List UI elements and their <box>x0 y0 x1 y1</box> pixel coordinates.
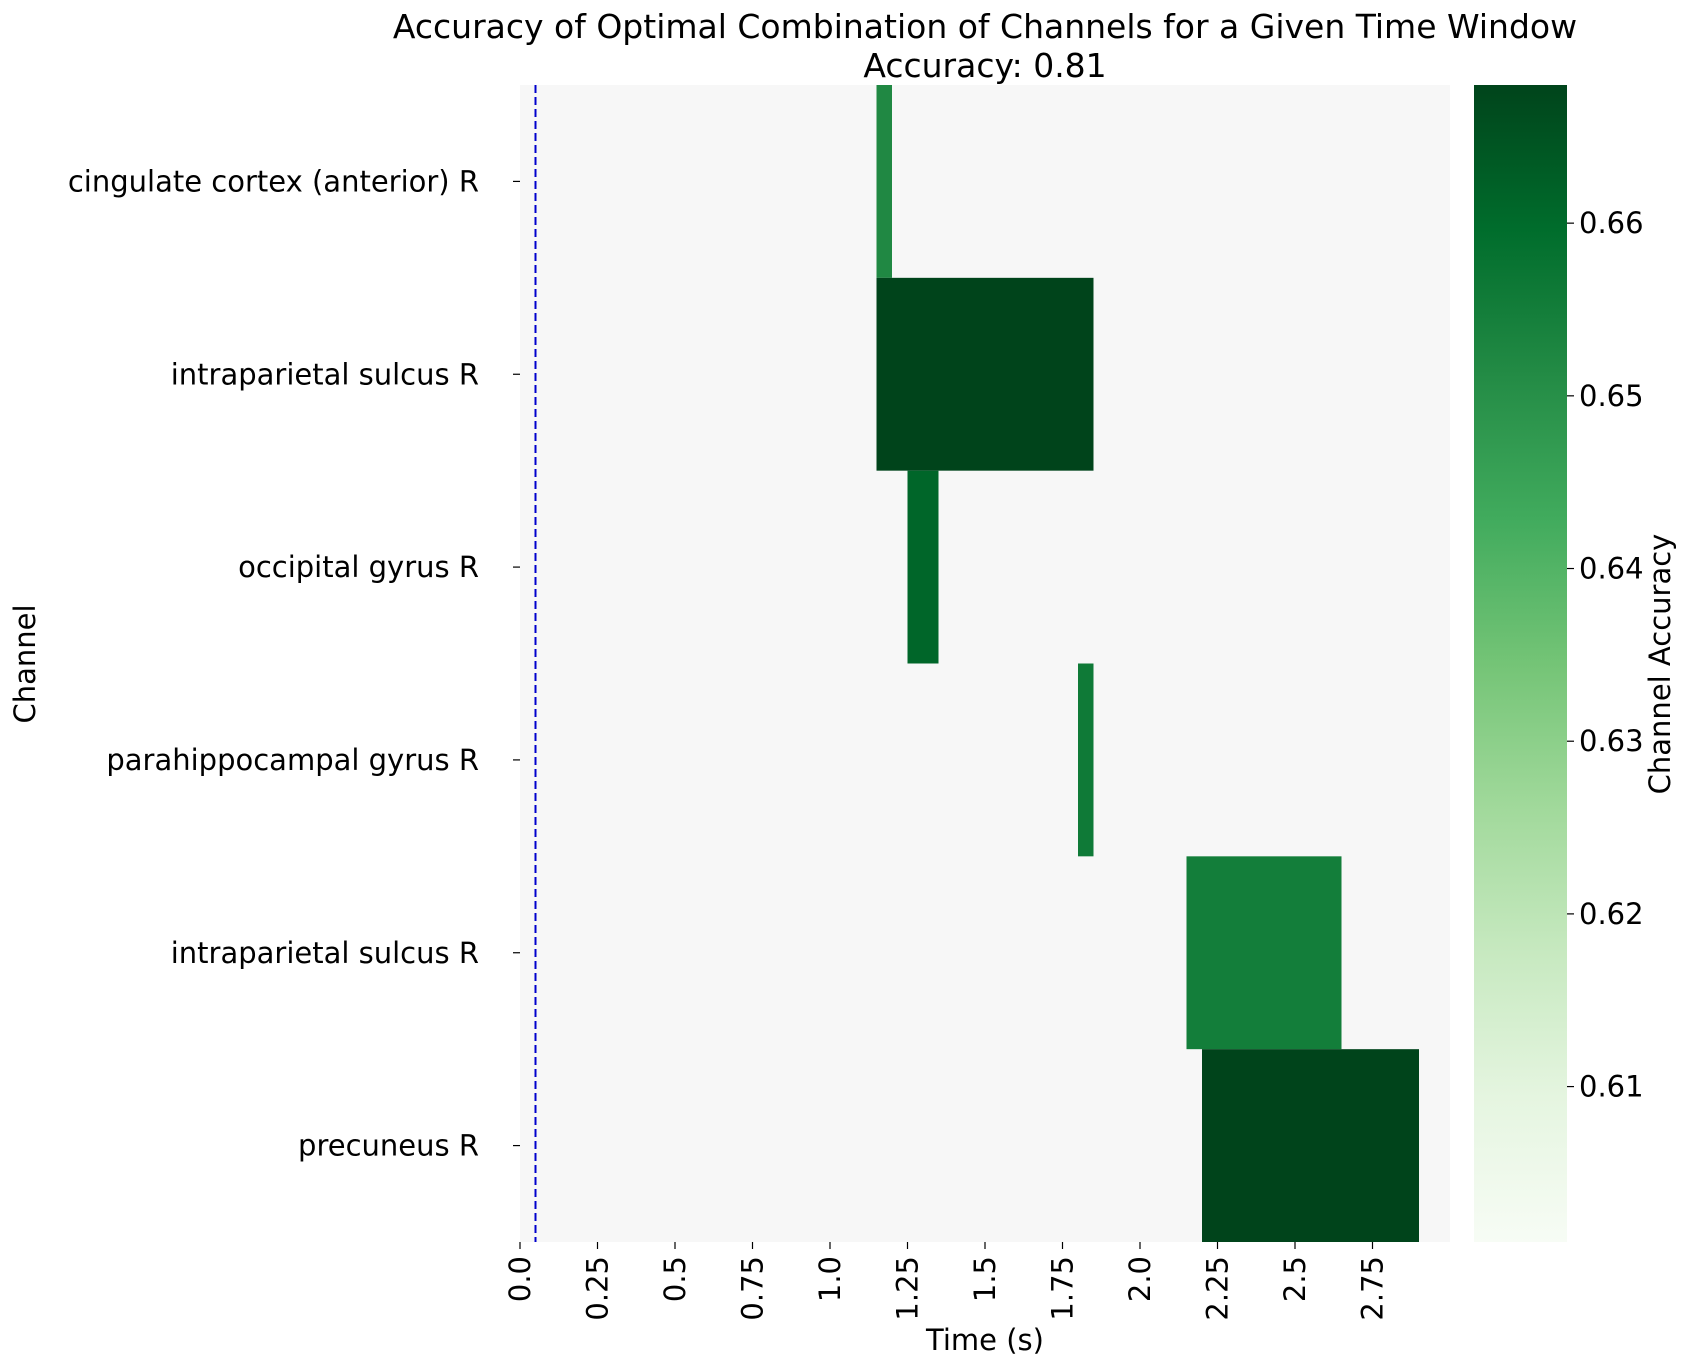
x-tick-label: 0.75 <box>736 1256 770 1321</box>
x-tick-label: 2.5 <box>1278 1256 1312 1302</box>
x-tick-label: 0.0 <box>503 1256 537 1302</box>
y-tick-label: parahippocampal gyrus R <box>106 743 479 777</box>
colorbar-label: Channel Accuracy <box>1643 534 1677 795</box>
colorbar-tick-label: 0.64 <box>1579 552 1644 586</box>
y-axis-label: Channel <box>8 604 42 723</box>
heatmap-cell <box>1078 663 1094 857</box>
x-tick-label: 1.25 <box>891 1256 925 1321</box>
x-axis-label: Time (s) <box>925 1323 1044 1357</box>
colorbar-tick-label: 0.66 <box>1579 206 1644 240</box>
colorbar-tick-label: 0.63 <box>1579 724 1644 758</box>
colorbar <box>1474 85 1567 1242</box>
colorbar-tick-label: 0.65 <box>1579 379 1644 413</box>
chart-title: Accuracy of Optimal Combination of Chann… <box>393 7 1577 46</box>
x-tick-label: 2.25 <box>1201 1256 1235 1321</box>
heatmap-cell <box>1202 1049 1419 1242</box>
x-tick-label: 0.5 <box>658 1256 692 1302</box>
x-tick-label: 1.75 <box>1046 1256 1080 1321</box>
x-tick-label: 2.75 <box>1356 1256 1390 1321</box>
y-tick-label: intraparietal sulcus R <box>171 357 479 391</box>
x-tick-label: 0.25 <box>581 1256 615 1321</box>
x-axis-ticks: 0.0 0.25 0.5 0.75 1.0 1.25 1.5 1.75 2.0 2.25 2.5 2.… <box>503 1242 1390 1321</box>
y-tick-label: precuneus R <box>298 1129 479 1163</box>
x-tick-label: 2.0 <box>1123 1256 1157 1302</box>
y-axis-ticks: cingulate cortex (anterior) R intrapariet… <box>68 164 520 1163</box>
heatmap-cell <box>1186 856 1342 1050</box>
heatmap-cells <box>876 85 1419 1242</box>
y-tick-label: intraparietal sulcus R <box>171 936 479 970</box>
heatmap-cell <box>907 470 939 664</box>
y-tick-label: cingulate cortex (anterior) R <box>68 164 479 198</box>
colorbar-ticks: 0.61 0.62 0.63 0.64 0.65 0.66 <box>1567 206 1644 1104</box>
x-tick-label: 1.5 <box>968 1256 1002 1302</box>
colorbar-tick-label: 0.61 <box>1579 1070 1644 1104</box>
heatmap-cell <box>876 277 1094 471</box>
x-tick-label: 1.0 <box>813 1256 847 1302</box>
y-tick-label: occipital gyrus R <box>238 550 479 584</box>
colorbar-tick-label: 0.62 <box>1579 897 1644 931</box>
heatmap-cell <box>876 85 892 278</box>
chart-subtitle: Accuracy: 0.81 <box>863 46 1106 85</box>
